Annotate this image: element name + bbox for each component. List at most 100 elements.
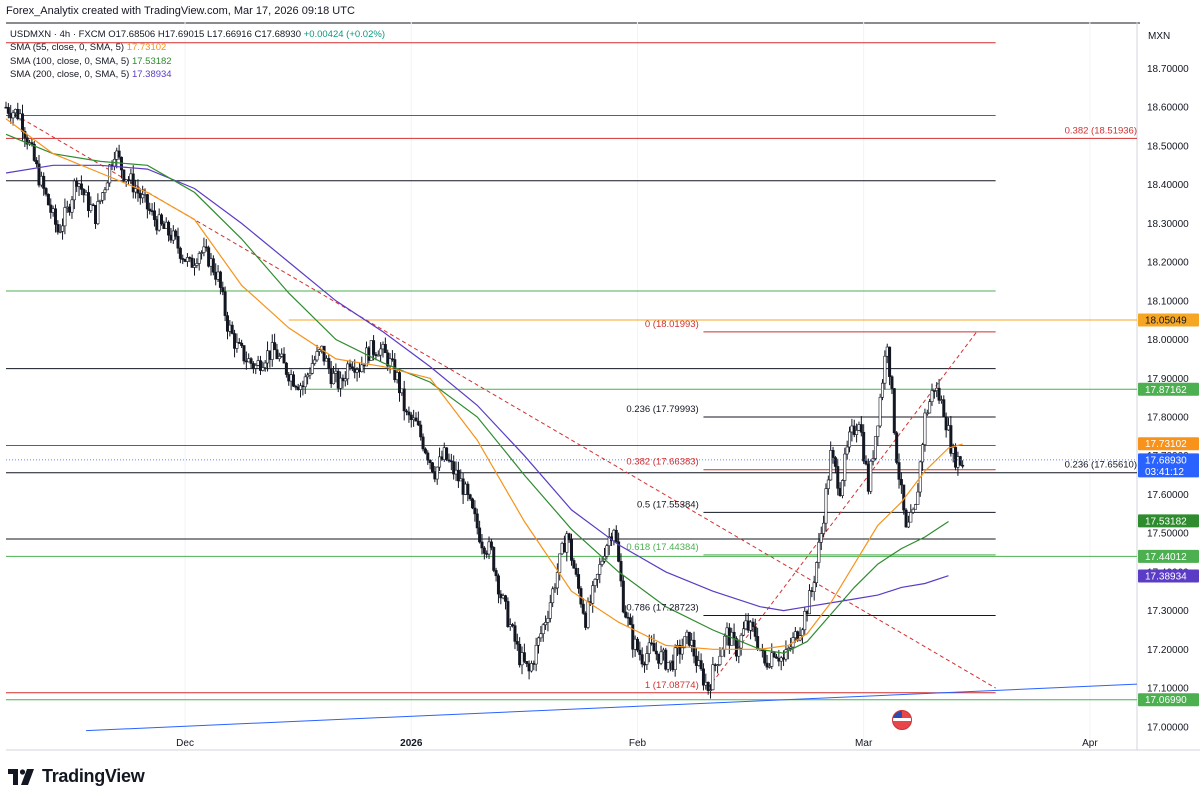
candle-body xyxy=(525,661,529,665)
candle-body xyxy=(895,432,899,463)
candle-body xyxy=(897,462,901,480)
price-axis-tag-countdown: 03:41:12 xyxy=(1145,467,1184,478)
candle-body xyxy=(449,460,453,463)
candle-body xyxy=(308,373,312,376)
candle-body xyxy=(4,106,8,109)
candle-body xyxy=(223,291,227,316)
candle-body xyxy=(845,446,849,455)
candle-body xyxy=(866,463,870,492)
candle-body xyxy=(56,224,60,233)
candle-body xyxy=(852,425,856,435)
candle-body xyxy=(84,192,88,196)
candle-body xyxy=(324,358,328,362)
candle-body xyxy=(18,113,22,120)
candle-body xyxy=(445,447,449,461)
sma55-line[interactable] xyxy=(5,118,963,650)
candle-body xyxy=(767,666,771,668)
candle-body xyxy=(16,109,20,120)
candle-body xyxy=(713,664,717,666)
candle-body xyxy=(258,360,262,371)
price-axis-tag[interactable] xyxy=(1138,437,1199,451)
candle-body xyxy=(138,192,142,199)
candle-body xyxy=(402,388,406,412)
candle-body xyxy=(765,662,769,668)
candle-body xyxy=(885,346,889,357)
sma200-line[interactable] xyxy=(5,164,949,612)
us-flag-icon[interactable] xyxy=(892,710,912,730)
candle-body xyxy=(471,498,475,509)
y-tick-label: 17.00000 xyxy=(1147,722,1189,733)
candle-body xyxy=(810,590,814,592)
trend-line[interactable] xyxy=(86,683,1138,732)
legend-sma200[interactable]: SMA (200, close, 0, SMA, 5) 17.38934 xyxy=(10,68,385,81)
fib-level-label: 1 (17.08774) xyxy=(645,680,699,691)
candle-body xyxy=(463,483,467,495)
candle-body xyxy=(645,653,649,665)
candle-body xyxy=(779,657,783,662)
candle-body xyxy=(51,208,55,213)
candle-body xyxy=(374,354,378,356)
legend-sma100[interactable]: SMA (100, close, 0, SMA, 5) 17.53182 xyxy=(10,55,385,68)
candle-body xyxy=(150,210,154,212)
candle-body xyxy=(397,372,401,394)
price-axis-tag[interactable] xyxy=(1138,382,1199,396)
candle-body xyxy=(553,587,557,590)
candle-body xyxy=(405,410,409,413)
candle-body xyxy=(888,346,892,377)
price-axis-tag-value: 17.06990 xyxy=(1145,695,1187,706)
fib-level-label: 0.786 (17.28723) xyxy=(626,603,698,614)
candle-body xyxy=(753,626,757,637)
candle-body xyxy=(899,479,903,486)
candle-body xyxy=(461,478,465,495)
candle-body xyxy=(749,621,753,631)
candle-body xyxy=(591,585,595,604)
candle-body xyxy=(313,359,317,364)
candle-body xyxy=(480,541,484,549)
price-axis-tag[interactable] xyxy=(1138,549,1199,563)
candle-body xyxy=(426,452,430,461)
candle-body xyxy=(317,349,321,352)
candle-body xyxy=(164,221,168,229)
candle-body xyxy=(506,601,510,627)
candle-body xyxy=(343,378,347,382)
candle-body xyxy=(294,385,298,388)
attribution-text: Forex_Analytix created with TradingView.… xyxy=(6,5,355,17)
candle-body xyxy=(961,464,965,467)
candle-body xyxy=(360,364,364,372)
candle-body xyxy=(515,641,519,645)
candle-body xyxy=(242,345,246,362)
candle-body xyxy=(723,635,727,650)
candle-body xyxy=(923,412,927,445)
legend-sma200-label: SMA (200, close, 0, SMA, 5) xyxy=(10,69,130,81)
candle-body xyxy=(63,207,67,227)
candle-body xyxy=(409,414,413,420)
candle-body xyxy=(819,533,823,543)
candle-body xyxy=(291,374,295,387)
candle-body xyxy=(419,424,423,438)
candle-body xyxy=(178,247,182,259)
candle-body xyxy=(718,655,722,666)
candle-body xyxy=(569,539,573,561)
candle-body xyxy=(266,350,270,364)
candle-body xyxy=(560,543,564,555)
candle-body xyxy=(336,370,340,389)
price-axis-tag-value: 17.53182 xyxy=(1145,516,1187,527)
legend-sma55[interactable]: SMA (55, close, 0, SMA, 5) 17.73102 xyxy=(10,41,385,54)
sma100-line[interactable] xyxy=(5,133,949,654)
candle-body xyxy=(944,416,948,431)
candle-body xyxy=(72,180,76,201)
price-axis-tag[interactable] xyxy=(1138,313,1199,327)
chart-legend: USDMXN · 4h · FXCM O17.68506 H17.69015 L… xyxy=(10,28,385,82)
fib-level-label: 0.5 (17.55384) xyxy=(637,499,699,510)
candle-body xyxy=(840,480,844,496)
legend-symbol[interactable]: USDMXN · 4h · FXCM xyxy=(10,29,106,40)
price-axis-tag[interactable] xyxy=(1138,453,1199,478)
currency-label[interactable]: MXN xyxy=(1148,31,1171,42)
candle-body xyxy=(558,553,562,573)
price-axis-tag[interactable] xyxy=(1138,569,1199,583)
candle-body xyxy=(942,399,946,418)
price-axis-tag[interactable] xyxy=(1138,693,1199,707)
candle-body xyxy=(315,351,319,361)
price-axis-tag[interactable] xyxy=(1138,514,1199,528)
